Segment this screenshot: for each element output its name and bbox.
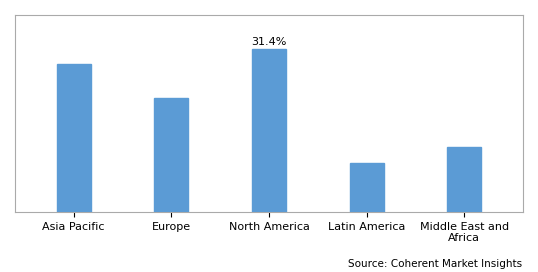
Bar <box>447 147 482 212</box>
Bar <box>154 98 188 212</box>
Text: Source: Coherent Market Insights: Source: Coherent Market Insights <box>348 259 522 269</box>
Bar <box>350 163 384 212</box>
Bar <box>252 49 286 212</box>
Text: 31.4%: 31.4% <box>251 37 287 47</box>
Bar <box>56 64 91 212</box>
